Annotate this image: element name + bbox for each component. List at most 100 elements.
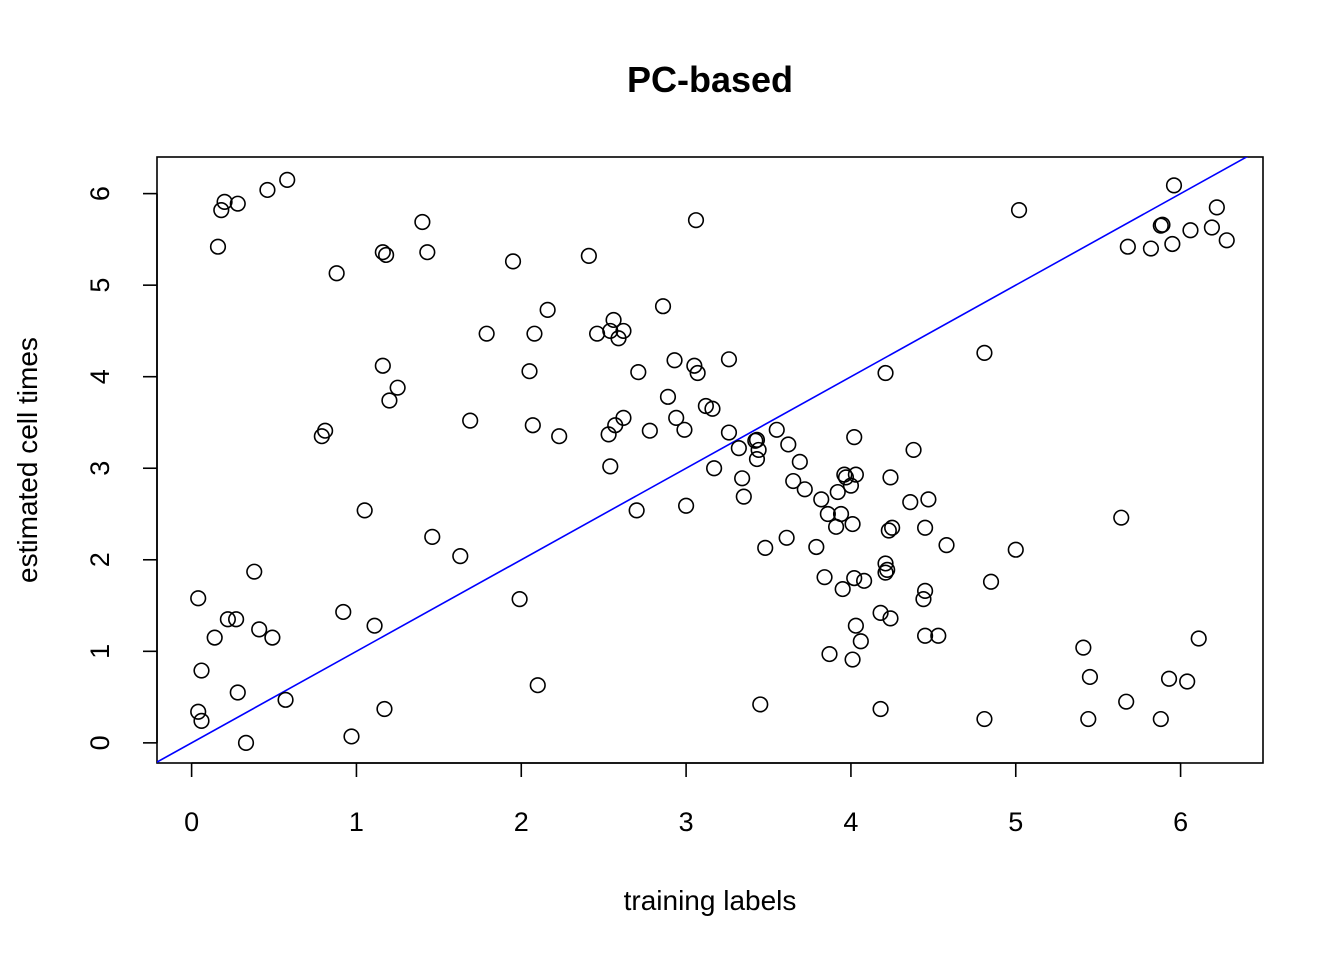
data-point	[462, 412, 479, 429]
x-axis-label: training labels	[624, 885, 797, 916]
data-point	[902, 494, 919, 511]
data-point	[313, 428, 330, 445]
data-point	[615, 409, 632, 426]
data-point	[1190, 630, 1207, 647]
data-point	[511, 591, 528, 608]
data-point	[917, 627, 934, 644]
data-point	[206, 629, 223, 646]
data-point	[190, 590, 207, 607]
data-point	[938, 537, 955, 554]
data-point	[524, 417, 541, 434]
data-point	[706, 460, 723, 477]
data-point	[752, 696, 769, 713]
data-point	[704, 400, 721, 417]
x-tick-label: 3	[679, 807, 694, 837]
data-point	[791, 453, 808, 470]
data-point	[877, 555, 894, 572]
data-point	[478, 325, 495, 342]
data-point	[778, 529, 795, 546]
data-point	[821, 645, 838, 663]
y-tick-label: 3	[85, 461, 115, 476]
x-tick-label: 6	[1173, 807, 1188, 837]
data-point	[847, 466, 864, 483]
data-point	[796, 481, 813, 498]
data-point	[259, 181, 276, 199]
data-point	[668, 409, 685, 426]
y-tick-label: 1	[85, 644, 115, 659]
data-point	[780, 436, 797, 453]
data-point	[837, 469, 855, 486]
data-point	[829, 483, 846, 501]
data-point	[588, 325, 606, 342]
data-point	[521, 363, 538, 380]
data-point	[209, 238, 227, 255]
data-point	[237, 734, 255, 751]
data-point	[905, 441, 922, 459]
data-point	[251, 621, 268, 638]
x-axis: 0 1 2 3 4 5 6	[184, 762, 1188, 837]
data-point	[730, 439, 747, 457]
data-point	[813, 491, 830, 508]
data-point	[228, 611, 245, 628]
data-point	[734, 470, 751, 487]
data-point	[1203, 219, 1221, 236]
data-point	[884, 519, 901, 536]
data-point	[551, 428, 568, 445]
data-point	[1119, 238, 1136, 255]
data-point	[1118, 693, 1135, 710]
data-point	[976, 710, 993, 728]
data-point	[374, 244, 391, 261]
data-point	[277, 691, 294, 708]
data-point	[877, 364, 894, 382]
data-point	[847, 617, 864, 634]
data-point	[602, 458, 619, 475]
data-point	[1182, 222, 1199, 239]
data-point	[1080, 710, 1097, 728]
data-point	[735, 488, 752, 505]
data-point	[819, 505, 836, 523]
data-point	[768, 421, 785, 438]
data-point	[328, 265, 345, 282]
data-point	[219, 611, 236, 628]
data-point	[529, 677, 546, 694]
data-point	[654, 298, 672, 315]
data-point	[193, 712, 210, 729]
data-point	[605, 311, 622, 329]
data-point	[193, 662, 210, 679]
reference-line	[157, 157, 1249, 763]
y-tick-label: 0	[85, 735, 115, 750]
data-point	[720, 424, 738, 441]
data-point	[852, 633, 869, 650]
data-point	[216, 193, 233, 210]
data-point	[844, 651, 861, 668]
data-point	[832, 505, 850, 523]
x-tick-label: 5	[1008, 807, 1023, 837]
data-point	[785, 472, 802, 490]
data-point	[452, 548, 469, 565]
data-point	[846, 429, 863, 446]
data-point	[1152, 710, 1169, 728]
y-tick-label: 5	[85, 278, 115, 293]
data-point	[628, 502, 645, 519]
y-tick-label: 6	[85, 186, 115, 201]
data-point	[917, 519, 934, 536]
x-tick-label: 0	[184, 807, 199, 837]
data-point	[317, 422, 334, 439]
chart-title: PC-based	[627, 59, 793, 100]
data-point	[748, 431, 766, 448]
data-point	[229, 195, 246, 212]
data-point	[872, 604, 889, 621]
data-point	[1160, 670, 1178, 687]
data-point	[190, 703, 207, 720]
data-point	[1010, 201, 1028, 219]
data-point	[757, 539, 774, 556]
y-axis-label: estimated cell times	[12, 337, 43, 583]
data-point	[366, 617, 383, 634]
data-point	[856, 572, 873, 589]
y-axis: 0 1 2 3 4 5 6	[85, 186, 158, 750]
data-point	[917, 582, 934, 600]
data-point	[816, 569, 833, 586]
data-point	[882, 469, 899, 486]
data-point	[659, 388, 677, 405]
